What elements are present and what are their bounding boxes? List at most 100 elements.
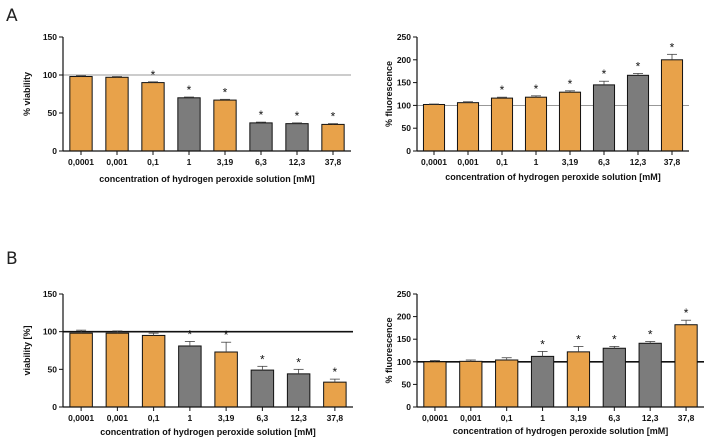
x-tick-label: 0,001 [457, 157, 479, 167]
significance-star: * [224, 328, 229, 342]
x-tick-label: 0,1 [496, 157, 508, 167]
y-tick-label: 50 [48, 108, 58, 118]
chart-b-viability: 0,0001 0,001 0,1 * 1 * 3,19 * 6,3 * 12,3 * 37,8 0 50 10… [22, 289, 353, 437]
y-axis-title: % viability [22, 72, 32, 116]
bar [323, 381, 347, 408]
x-tick-label: 0,0001 [422, 413, 448, 423]
x-tick-label: 1 [187, 157, 192, 167]
bar [626, 74, 650, 152]
y-tick-label: 50 [48, 364, 58, 374]
bar [321, 123, 345, 152]
significance-star: * [259, 108, 264, 122]
bar [141, 82, 165, 152]
bar [285, 123, 309, 152]
x-axis-title: concentration of hydrogen peroxide solut… [453, 426, 669, 436]
significance-star: * [636, 59, 641, 73]
x-tick-label: 3,19 [218, 413, 235, 423]
bar [249, 122, 273, 152]
y-axis-title: % fluorescence [384, 61, 394, 127]
x-tick-label: 3,19 [562, 157, 579, 167]
significance-star: * [612, 332, 617, 346]
chart-a-viability: 0,0001 0,001 * 0,1 * 1 * 3,19 * 6,3 * 12,3 * 37,8 0 50 1… [22, 32, 351, 184]
bar [286, 373, 311, 408]
bar [638, 342, 662, 408]
bar [69, 332, 93, 408]
x-tick-label: 0,001 [106, 157, 128, 167]
x-tick-label: 12,3 [289, 157, 306, 167]
x-axis-title: concentration of hydrogen peroxide solut… [100, 427, 316, 437]
y-tick-label: 250 [397, 289, 411, 299]
x-tick-label: 0,0001 [421, 157, 447, 167]
bar [105, 332, 130, 408]
bar [530, 355, 555, 408]
x-axis-title: concentration of hydrogen peroxide solut… [99, 174, 315, 184]
bar [105, 76, 129, 152]
x-tick-label: 12,3 [290, 413, 307, 423]
bar [495, 359, 519, 408]
significance-star: * [331, 110, 336, 124]
significance-star: * [534, 82, 539, 96]
bar [456, 102, 480, 152]
y-tick-label: 0 [406, 146, 411, 156]
bar [214, 351, 238, 408]
bar [422, 103, 446, 152]
y-tick-label: 0 [52, 402, 57, 412]
x-tick-label: 3,19 [217, 157, 234, 167]
y-tick-label: 0 [52, 146, 57, 156]
x-axis-title: concentration of hydrogen peroxide solut… [445, 172, 661, 182]
bar [423, 361, 447, 408]
significance-star: * [500, 83, 505, 97]
significance-star: * [295, 109, 300, 123]
significance-star: * [333, 365, 338, 379]
x-tick-label: 37,8 [664, 157, 681, 167]
y-tick-label: 100 [397, 100, 411, 110]
x-tick-label: 1 [534, 157, 539, 167]
chart-b-fluorescence: 0,0001 0,001 0,1 * 1 * 3,19 * 6,3 * 12,3 * 37,8 0 50 10… [384, 289, 704, 436]
significance-star: * [296, 355, 301, 369]
significance-star: * [670, 40, 675, 54]
x-tick-label: 6,3 [598, 157, 610, 167]
bar [566, 351, 591, 408]
bar [69, 76, 93, 152]
y-tick-label: 200 [397, 312, 411, 322]
significance-star: * [151, 68, 156, 82]
significance-star: * [540, 337, 545, 351]
y-tick-label: 100 [43, 70, 57, 80]
bar [250, 369, 275, 408]
bar [459, 360, 483, 408]
bar [592, 84, 616, 152]
chart-a-fluorescence: 0,0001 0,001 * 0,1 * 1 * 3,19 * 6,3 * 12,3 * 37,8 0 50 1… [384, 32, 689, 182]
x-tick-label: 0,1 [501, 413, 513, 423]
x-tick-label: 3,19 [570, 413, 587, 423]
bar [660, 59, 684, 152]
y-tick-label: 0 [406, 402, 411, 412]
x-tick-label: 0,001 [107, 413, 129, 423]
significance-star: * [260, 352, 265, 366]
significance-star: * [576, 332, 581, 346]
x-tick-label: 1 [540, 413, 545, 423]
y-tick-label: 250 [397, 32, 411, 42]
panel-label-b: B [6, 249, 18, 269]
y-tick-label: 200 [397, 55, 411, 65]
bar [524, 96, 548, 152]
bar [141, 334, 166, 408]
y-tick-label: 150 [43, 289, 57, 299]
significance-star: * [223, 85, 228, 99]
x-tick-label: 12,3 [642, 413, 659, 423]
x-tick-label: 6,3 [256, 413, 268, 423]
x-tick-label: 0,1 [147, 157, 159, 167]
y-tick-label: 100 [43, 327, 57, 337]
x-tick-label: 0,0001 [68, 157, 94, 167]
x-tick-label: 6,3 [255, 157, 267, 167]
bar [602, 347, 626, 408]
x-tick-label: 6,3 [608, 413, 620, 423]
y-axis-title: viability [%] [22, 325, 32, 375]
bar [178, 345, 202, 408]
x-tick-label: 37,8 [325, 157, 342, 167]
x-tick-label: 1 [188, 413, 193, 423]
x-tick-label: 12,3 [630, 157, 647, 167]
x-tick-label: 0,001 [460, 413, 482, 423]
y-tick-label: 150 [43, 32, 57, 42]
bar [177, 97, 201, 152]
